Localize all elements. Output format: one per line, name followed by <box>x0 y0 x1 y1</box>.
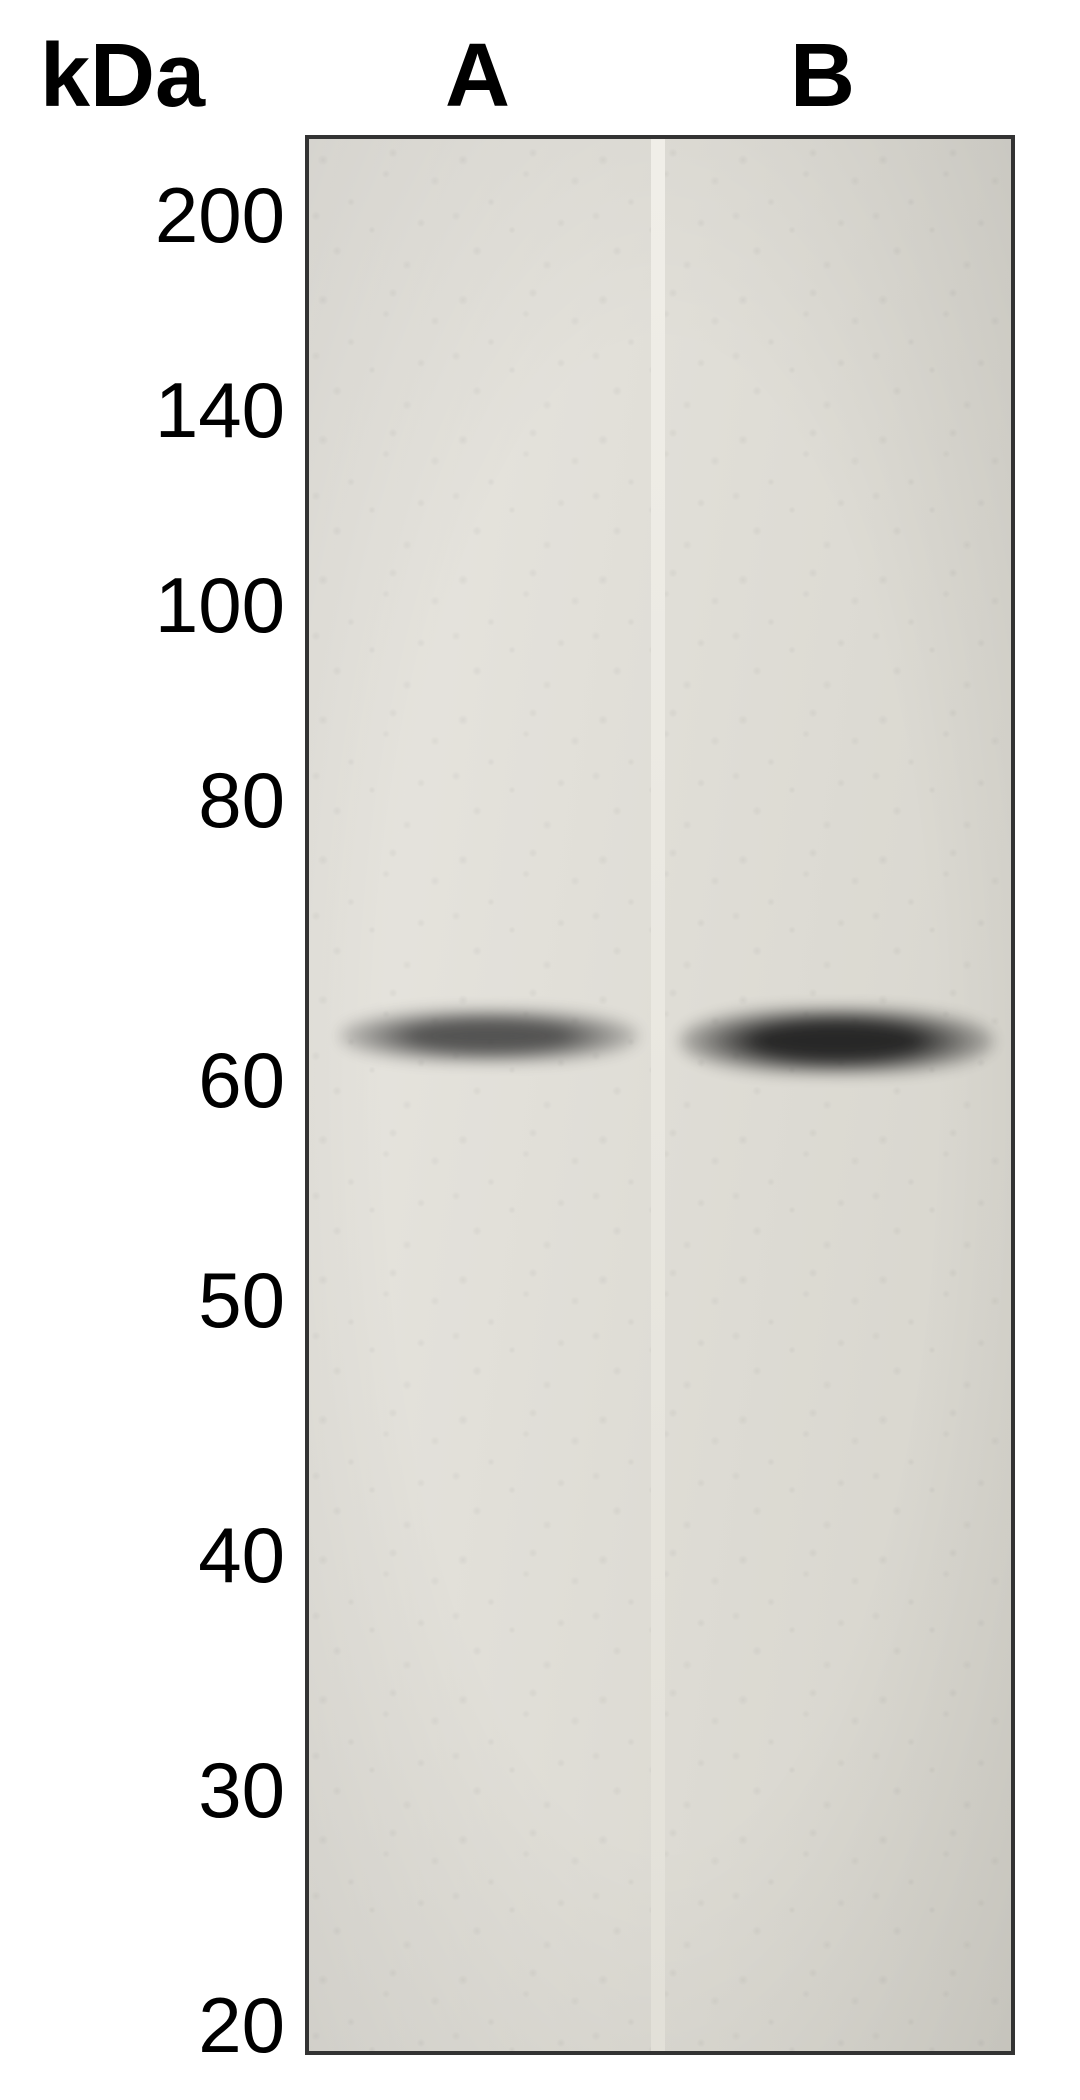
lane-divider <box>651 139 665 2051</box>
tick-label-50: 50 <box>198 1255 285 1346</box>
band-lane-a-60kda <box>339 1009 639 1063</box>
tick-label-20: 20 <box>198 1980 285 2071</box>
blot-membrane <box>309 139 1011 2051</box>
lane-label-a: A <box>445 25 510 128</box>
tick-label-200: 200 <box>155 170 285 261</box>
band-lane-b-60kda <box>679 1007 994 1075</box>
tick-label-40: 40 <box>198 1510 285 1601</box>
tick-label-80: 80 <box>198 755 285 846</box>
figure-container: kDa A B 200 140 100 80 60 50 40 30 20 <box>0 0 1080 2100</box>
tick-label-140: 140 <box>155 365 285 456</box>
tick-label-100: 100 <box>155 560 285 651</box>
tick-label-30: 30 <box>198 1745 285 1836</box>
blot-frame <box>305 135 1015 2055</box>
lane-label-b: B <box>790 25 855 128</box>
unit-label: kDa <box>40 25 205 128</box>
tick-label-60: 60 <box>198 1035 285 1126</box>
